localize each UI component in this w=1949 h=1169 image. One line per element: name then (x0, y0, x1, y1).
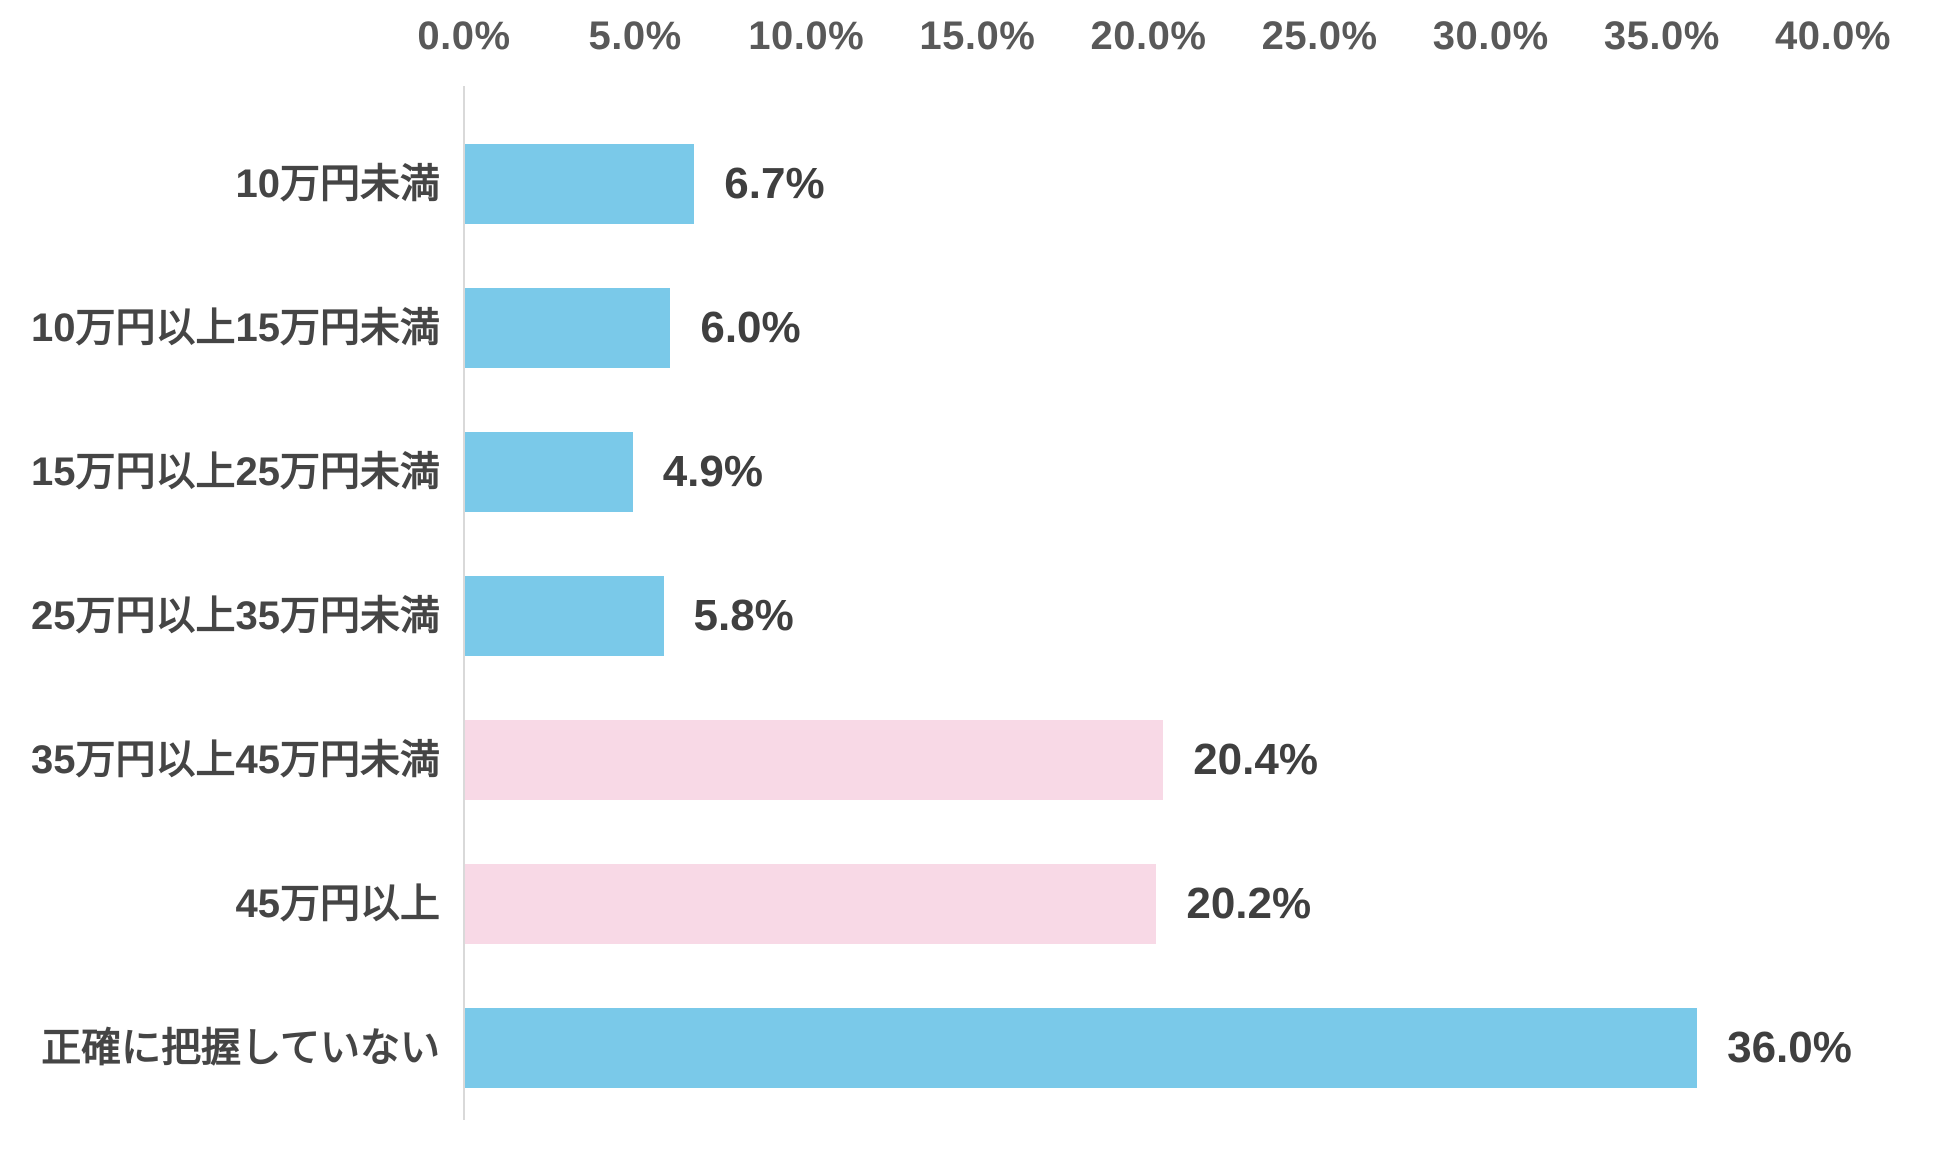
bar-row: 45万円以上 20.2% (0, 832, 1949, 976)
x-axis-tick-label: 20.0% (1090, 14, 1207, 58)
value-label: 36.0% (1727, 1023, 1852, 1072)
bar (465, 864, 1157, 944)
bar-row: 15万円以上25万円未満 4.9% (0, 400, 1949, 544)
category-label: 10万円以上15万円未満 (31, 306, 440, 350)
category-label: 正確に把握していない (41, 1026, 440, 1070)
x-axis-tick-label: 40.0% (1775, 14, 1891, 58)
x-axis-tick-label: 5.0% (588, 14, 682, 58)
bar (465, 576, 664, 656)
x-axis-tick-label: 15.0% (919, 14, 1036, 58)
value-label: 20.2% (1186, 879, 1312, 928)
value-label: 6.7% (724, 159, 825, 208)
bar (465, 288, 671, 368)
bar (465, 432, 633, 512)
value-label: 5.8% (693, 591, 794, 640)
x-axis: 0.0% 5.0% 10.0% 15.0% 20.0% 25.0% 30.0% … (0, 0, 1949, 80)
bar-row: 10万円未満 6.7% (0, 112, 1949, 256)
category-label: 25万円以上35万円未満 (31, 594, 440, 638)
bar-row: 25万円以上35万円未満 5.8% (0, 544, 1949, 688)
value-label: 6.0% (700, 303, 801, 352)
x-axis-tick-label: 30.0% (1432, 14, 1549, 58)
category-label: 15万円以上25万円未満 (31, 450, 440, 494)
category-label: 10万円未満 (235, 162, 441, 206)
bar (465, 1008, 1698, 1088)
category-label: 45万円以上 (235, 882, 441, 926)
y-axis-line (463, 86, 465, 1120)
bar (465, 720, 1164, 800)
x-axis-tick-label: 25.0% (1261, 14, 1378, 58)
x-axis-tick-label: 35.0% (1603, 14, 1720, 58)
x-axis-tick-label: 0.0% (417, 14, 511, 58)
bar-rows: 10万円未満 6.7% 10万円以上15万円未満 6.0% 15万円以上25万円… (0, 112, 1949, 1120)
x-axis-tick-label: 10.0% (748, 14, 865, 58)
bar-row: 35万円以上45万円未満 20.4% (0, 688, 1949, 832)
category-label: 35万円以上45万円未満 (31, 738, 440, 782)
bar (465, 144, 695, 224)
bar-row: 10万円以上15万円未満 6.0% (0, 256, 1949, 400)
bar-row: 正確に把握していない 36.0% (0, 976, 1949, 1120)
value-label: 20.4% (1193, 735, 1318, 784)
value-label: 4.9% (662, 447, 763, 496)
